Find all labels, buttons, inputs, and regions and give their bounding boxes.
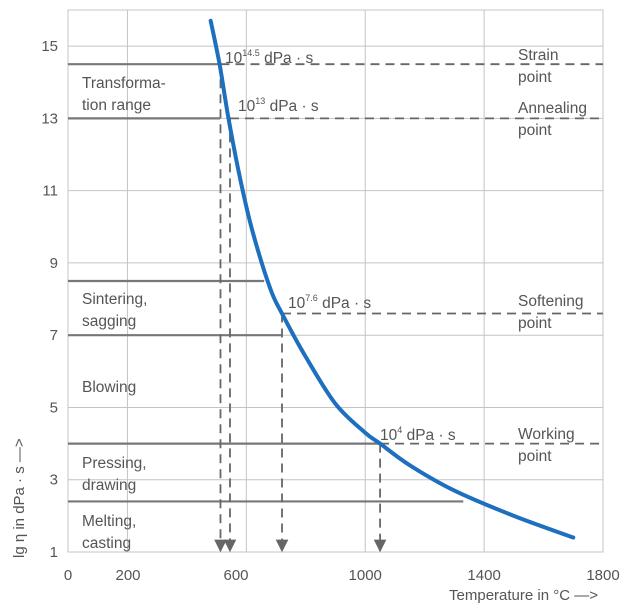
viscosity-label: 107.6 dPa · s: [288, 293, 371, 312]
x-tick-label: 0: [64, 567, 72, 584]
x-tick-label: 600: [223, 567, 248, 584]
fixed-point-name: point: [518, 122, 552, 139]
x-tick-label: 1000: [349, 567, 382, 584]
viscosity-label: 1014.5 dPa · s: [225, 48, 313, 67]
x-tick-label: 200: [115, 567, 140, 584]
fixed-point-name: point: [518, 315, 552, 332]
region-label: drawing: [82, 477, 136, 494]
y-tick-label: 7: [50, 327, 58, 344]
y-tick-label: 3: [50, 472, 58, 489]
y-tick-label: 15: [41, 38, 58, 55]
fixed-point-name: Working: [518, 426, 575, 443]
y-tick-label: 11: [42, 183, 58, 200]
fixed-point-name: point: [518, 448, 552, 465]
viscosity-label: 104 dPa · s: [380, 425, 456, 444]
region-label: Pressing,: [82, 455, 147, 472]
fixed-point-name: Annealing: [518, 100, 587, 117]
annotations: Transforma-tion range Sintering, sagging Bl…: [82, 47, 587, 552]
region-label: sagging: [82, 313, 136, 330]
y-axis-label: lg η in dPa · s —>: [11, 438, 28, 558]
region-label: Sintering,: [82, 291, 147, 308]
fixed-point-name: Softening: [518, 293, 584, 310]
region-label: Transforma-: [82, 75, 166, 92]
region-label: Melting,: [82, 513, 136, 530]
x-tick-label: 1400: [467, 567, 500, 584]
x-tick-label: 1800: [586, 567, 619, 584]
fixed-point-name: point: [518, 69, 552, 86]
x-axis-label: Temperature in °C —>: [449, 587, 598, 604]
fixed-point-name: Strain: [518, 47, 559, 64]
region-label: tion range: [82, 97, 151, 114]
region-label: Blowing: [82, 379, 136, 396]
y-tick-label: 1: [50, 544, 58, 561]
y-tick-label: 9: [50, 255, 58, 272]
region-label: casting: [82, 535, 131, 552]
viscosity-label: 1013 dPa · s: [238, 96, 319, 115]
y-tick-label: 13: [41, 110, 58, 127]
y-tick-label: 5: [50, 399, 58, 416]
